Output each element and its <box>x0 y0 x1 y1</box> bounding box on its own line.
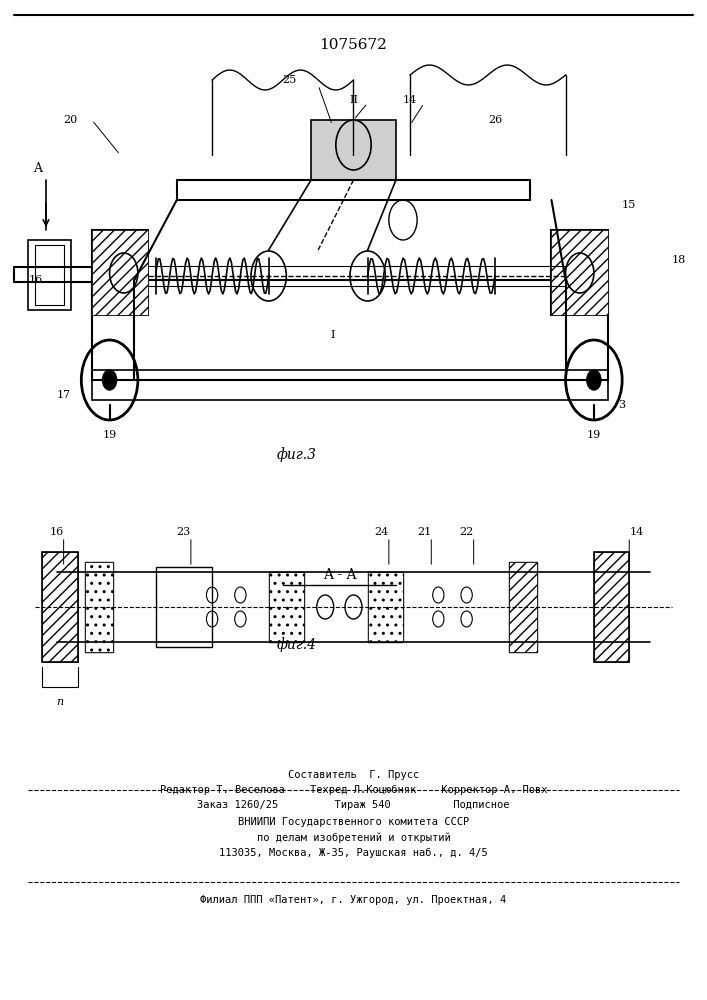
Bar <box>509 562 537 652</box>
Text: n: n <box>57 697 64 707</box>
Bar <box>551 230 608 315</box>
Text: 17: 17 <box>57 390 71 400</box>
Text: 113035, Москва, Ж-35, Раушская наб., д. 4/5: 113035, Москва, Ж-35, Раушская наб., д. … <box>219 848 488 858</box>
Bar <box>35 245 64 305</box>
Bar <box>311 120 396 180</box>
Text: 25: 25 <box>283 75 297 85</box>
Text: 16: 16 <box>28 275 42 285</box>
Text: 1075672: 1075672 <box>320 38 387 52</box>
Text: Филиал ППП «Патент», г. Ужгород, ул. Проектная, 4: Филиал ППП «Патент», г. Ужгород, ул. Про… <box>200 895 507 905</box>
Text: 20: 20 <box>64 115 78 125</box>
Bar <box>594 552 629 662</box>
Bar <box>269 572 304 642</box>
Bar <box>368 572 403 642</box>
Bar <box>92 230 148 315</box>
Bar <box>42 552 78 662</box>
Text: 18: 18 <box>672 255 686 265</box>
Text: 19: 19 <box>587 430 601 440</box>
Bar <box>42 552 78 662</box>
Text: Заказ 1260/25         Тираж 540          Подписное: Заказ 1260/25 Тираж 540 Подписное <box>197 800 510 810</box>
Text: A: A <box>33 162 42 175</box>
Text: по делам изобретений и открытий: по делам изобретений и открытий <box>257 833 450 843</box>
Bar <box>85 562 113 652</box>
Text: 24: 24 <box>375 527 389 537</box>
Text: 21: 21 <box>417 527 431 537</box>
Text: 23: 23 <box>177 527 191 537</box>
Text: фиг.4: фиг.4 <box>277 638 317 652</box>
Text: 19: 19 <box>103 430 117 440</box>
Circle shape <box>103 370 117 390</box>
Text: 14: 14 <box>403 95 417 105</box>
Text: фиг.3: фиг.3 <box>277 448 317 462</box>
Text: II: II <box>349 95 358 105</box>
Circle shape <box>587 370 601 390</box>
Text: 26: 26 <box>488 115 502 125</box>
Text: 14: 14 <box>629 527 643 537</box>
Bar <box>85 562 113 652</box>
Text: 22: 22 <box>460 527 474 537</box>
Bar <box>269 572 304 642</box>
Text: Редактор Т. Веселова    Техред Л.Коцюбняк    Корректор А. Повх: Редактор Т. Веселова Техред Л.Коцюбняк К… <box>160 785 547 795</box>
Bar <box>92 280 608 380</box>
Bar <box>156 567 212 647</box>
Bar <box>594 552 629 662</box>
Text: ВНИИПИ Государственного комитета СССР: ВНИИПИ Государственного комитета СССР <box>238 817 469 827</box>
Bar <box>92 230 148 315</box>
Text: 16: 16 <box>49 527 64 537</box>
Bar <box>368 572 403 642</box>
Bar <box>92 370 608 400</box>
Text: 3: 3 <box>619 400 626 410</box>
Text: Составитель  Г. Прусс: Составитель Г. Прусс <box>288 770 419 780</box>
Bar <box>551 230 608 315</box>
Bar <box>28 240 71 310</box>
Text: 15: 15 <box>622 200 636 210</box>
Bar <box>509 562 537 652</box>
Text: I: I <box>330 330 334 340</box>
Text: A - A: A - A <box>322 568 356 582</box>
